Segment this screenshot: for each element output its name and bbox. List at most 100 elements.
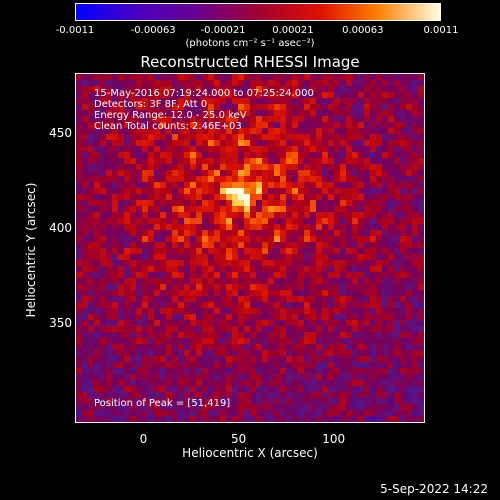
heatmap-cell (358, 200, 365, 207)
heatmap-cell (334, 296, 341, 303)
heatmap-cell (418, 200, 424, 207)
heatmap-cell (184, 386, 191, 393)
heatmap-cell (76, 242, 83, 249)
heatmap-cell (238, 242, 245, 249)
heatmap-cell (358, 278, 365, 285)
heatmap-cell (166, 248, 173, 255)
heatmap-cell (238, 206, 245, 213)
heatmap-cell (328, 386, 335, 393)
heatmap-cell (226, 134, 233, 141)
heatmap-cell (190, 200, 197, 207)
heatmap-cell (244, 164, 251, 171)
heatmap-cell (226, 302, 233, 309)
heatmap-cell (418, 350, 424, 357)
heatmap-cell (340, 302, 347, 309)
heatmap-cell (220, 374, 227, 381)
heatmap-cell (208, 224, 215, 231)
heatmap-cell (310, 200, 317, 207)
heatmap-cell (88, 362, 95, 369)
heatmap-cell (298, 290, 305, 297)
heatmap-cell (334, 266, 341, 273)
heatmap-cell (310, 218, 317, 225)
heatmap-cell (382, 230, 389, 237)
heatmap-cell (388, 92, 395, 99)
heatmap-cell (406, 374, 413, 381)
heatmap-cell (346, 188, 353, 195)
heatmap-cell (352, 104, 359, 111)
heatmap-cell (352, 320, 359, 327)
heatmap-cell (298, 152, 305, 159)
heatmap-cell (220, 128, 227, 135)
heatmap-cell (124, 314, 131, 321)
heatmap-cell (148, 236, 155, 243)
heatmap-cell (202, 374, 209, 381)
heatmap-cell (274, 236, 281, 243)
heatmap-cell (274, 212, 281, 219)
heatmap-cell (214, 386, 221, 393)
heatmap-cell (400, 176, 407, 183)
heatmap-cell (388, 260, 395, 267)
heatmap-cell (130, 416, 137, 422)
heatmap-cell (88, 236, 95, 243)
heatmap-cell (94, 224, 101, 231)
heatmap-cell (148, 392, 155, 399)
heatmap-cell (280, 272, 287, 279)
heatmap-cell (292, 194, 299, 201)
heatmap-cell (316, 74, 323, 81)
heatmap-cell (310, 416, 317, 422)
heatmap-cell (358, 314, 365, 321)
heatmap-cell (262, 278, 269, 285)
heatmap-cell (184, 374, 191, 381)
heatmap-cell (394, 296, 401, 303)
heatmap-cell (286, 266, 293, 273)
heatmap-cell (340, 296, 347, 303)
heatmap-cell (94, 362, 101, 369)
heatmap-cell (382, 386, 389, 393)
heatmap-cell (160, 386, 167, 393)
heatmap-cell (376, 272, 383, 279)
heatmap-cell (346, 278, 353, 285)
heatmap-cell (382, 260, 389, 267)
heatmap-cell (358, 386, 365, 393)
heatmap-cell (124, 362, 131, 369)
heatmap-cell (358, 146, 365, 153)
heatmap-cell (262, 176, 269, 183)
heatmap-cell (226, 200, 233, 207)
heatmap-cell (82, 410, 89, 417)
heatmap-cell (154, 296, 161, 303)
heatmap-cell (292, 92, 299, 99)
heatmap-cell (394, 104, 401, 111)
heatmap-cell (130, 266, 137, 273)
heatmap-cell (112, 320, 119, 327)
heatmap-cell (130, 230, 137, 237)
heatmap-cell (130, 386, 137, 393)
heatmap-cell (172, 86, 179, 93)
heatmap-cell (406, 86, 413, 93)
heatmap-cell (106, 134, 113, 141)
heatmap-cell (118, 404, 125, 411)
heatmap-cell (292, 272, 299, 279)
heatmap-cell (280, 374, 287, 381)
heatmap-cell (76, 212, 83, 219)
heatmap-cell (88, 272, 95, 279)
heatmap-cell (172, 368, 179, 375)
heatmap-cell (334, 134, 341, 141)
heatmap-cell (226, 380, 233, 387)
heatmap-cell (106, 362, 113, 369)
heatmap-cell (136, 236, 143, 243)
heatmap-cell (208, 92, 215, 99)
heatmap-cell (202, 248, 209, 255)
heatmap-cell (322, 224, 329, 231)
heatmap-cell (394, 200, 401, 207)
heatmap-cell (358, 230, 365, 237)
heatmap-cell (340, 116, 347, 123)
heatmap-cell (154, 416, 161, 422)
heatmap-cell (310, 188, 317, 195)
heatmap-cell (256, 170, 263, 177)
heatmap-cell (190, 416, 197, 422)
heatmap-cell (130, 296, 137, 303)
heatmap-cell (232, 296, 239, 303)
heatmap-cell (238, 188, 245, 195)
heatmap-cell (172, 386, 179, 393)
heatmap-cell (328, 248, 335, 255)
